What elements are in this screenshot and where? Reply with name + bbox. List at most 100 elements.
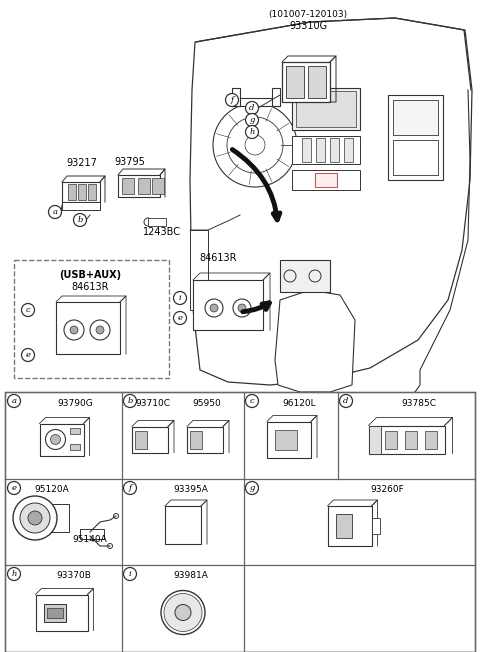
Text: (USB+AUX): (USB+AUX) xyxy=(59,270,121,280)
Bar xyxy=(292,170,360,190)
Bar xyxy=(232,98,280,106)
Bar xyxy=(336,514,351,538)
Text: d: d xyxy=(343,397,348,405)
Bar xyxy=(393,100,438,135)
Circle shape xyxy=(144,218,152,226)
Bar xyxy=(193,280,263,330)
Text: 93785C: 93785C xyxy=(401,398,436,408)
Bar xyxy=(302,138,311,162)
Bar xyxy=(280,260,330,292)
Bar xyxy=(292,136,360,164)
Bar xyxy=(327,506,372,546)
Bar xyxy=(330,138,339,162)
Text: 1243BC: 1243BC xyxy=(143,227,181,237)
Bar xyxy=(384,430,396,449)
Bar xyxy=(308,66,326,98)
Bar xyxy=(388,95,443,180)
Bar xyxy=(39,424,84,456)
Text: g: g xyxy=(249,116,255,124)
Text: c: c xyxy=(250,397,254,405)
Text: e: e xyxy=(12,484,16,492)
Circle shape xyxy=(226,93,239,106)
Text: 84613R: 84613R xyxy=(71,282,109,292)
Text: a: a xyxy=(52,208,58,216)
Text: f: f xyxy=(230,96,234,104)
Bar xyxy=(282,62,330,102)
Text: 95120A: 95120A xyxy=(35,486,70,494)
Text: 93790G: 93790G xyxy=(58,398,94,408)
Circle shape xyxy=(48,205,61,218)
Bar xyxy=(272,88,280,106)
Circle shape xyxy=(20,503,50,533)
Bar xyxy=(47,504,69,532)
Bar xyxy=(62,182,100,202)
Text: 93981A: 93981A xyxy=(174,572,208,580)
Circle shape xyxy=(245,102,259,115)
Circle shape xyxy=(8,567,21,580)
Text: e: e xyxy=(178,314,182,322)
Bar xyxy=(14,260,169,378)
Text: b: b xyxy=(127,397,132,405)
Text: h: h xyxy=(12,570,17,578)
Polygon shape xyxy=(275,290,355,392)
Bar xyxy=(47,608,62,617)
Circle shape xyxy=(245,125,259,138)
Bar xyxy=(372,518,380,534)
Bar xyxy=(424,430,436,449)
Bar xyxy=(316,138,325,162)
Bar xyxy=(118,175,160,197)
Circle shape xyxy=(8,394,21,408)
Text: 95140A: 95140A xyxy=(72,535,108,544)
Bar xyxy=(296,91,356,127)
Bar xyxy=(44,604,65,621)
Circle shape xyxy=(28,511,42,525)
Bar xyxy=(122,178,134,194)
Text: (101007-120103): (101007-120103) xyxy=(268,10,348,18)
Circle shape xyxy=(8,481,21,494)
Bar xyxy=(68,184,76,200)
Circle shape xyxy=(73,213,86,226)
Circle shape xyxy=(123,481,136,494)
Circle shape xyxy=(70,326,78,334)
Text: 84613R: 84613R xyxy=(199,253,237,263)
FancyArrowPatch shape xyxy=(232,149,280,220)
Text: c: c xyxy=(25,306,30,314)
Circle shape xyxy=(173,312,187,325)
Circle shape xyxy=(161,591,205,634)
Text: e: e xyxy=(25,351,31,359)
Bar xyxy=(232,88,240,106)
Text: f: f xyxy=(129,484,132,492)
Circle shape xyxy=(245,394,259,408)
Bar xyxy=(135,430,147,449)
Bar xyxy=(187,426,223,452)
Text: 95950: 95950 xyxy=(192,398,221,408)
Bar xyxy=(405,430,417,449)
Circle shape xyxy=(22,349,35,361)
Bar xyxy=(393,140,438,175)
Text: h: h xyxy=(249,128,255,136)
Text: b: b xyxy=(77,216,83,224)
Circle shape xyxy=(123,567,136,580)
Bar xyxy=(5,392,475,652)
Circle shape xyxy=(173,291,187,304)
Polygon shape xyxy=(190,18,472,385)
Bar xyxy=(292,88,360,130)
Bar xyxy=(267,421,311,458)
FancyArrowPatch shape xyxy=(243,303,269,312)
Circle shape xyxy=(339,394,352,408)
Bar xyxy=(70,443,80,449)
Bar xyxy=(36,595,87,630)
Bar xyxy=(286,66,304,98)
Bar xyxy=(148,218,166,226)
Text: 93260F: 93260F xyxy=(371,486,404,494)
Bar xyxy=(369,426,444,454)
Bar xyxy=(369,426,381,454)
Text: i: i xyxy=(179,294,181,302)
Bar xyxy=(56,302,120,354)
Bar xyxy=(344,138,353,162)
Circle shape xyxy=(238,304,246,312)
Bar xyxy=(80,529,104,539)
Circle shape xyxy=(164,593,202,632)
Text: 93710C: 93710C xyxy=(135,398,170,408)
Circle shape xyxy=(175,604,191,621)
